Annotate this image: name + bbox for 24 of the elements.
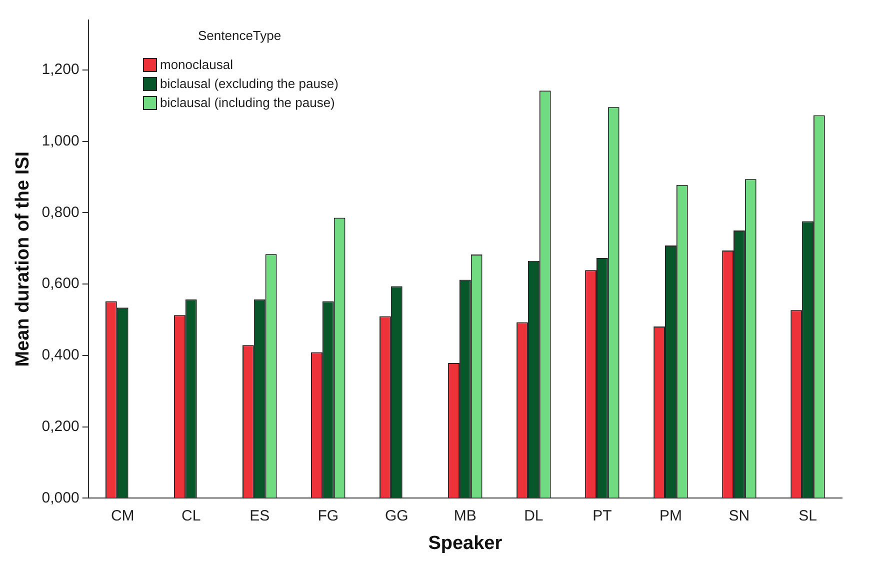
x-tick-label: GG bbox=[384, 507, 408, 524]
y-tick-label: 0,000 bbox=[42, 489, 80, 506]
y-tick-label: 0,400 bbox=[42, 346, 80, 364]
x-tick-label: SL bbox=[798, 507, 817, 524]
legend-label: monoclausal bbox=[160, 57, 233, 72]
legend-title: SentenceType bbox=[198, 28, 282, 43]
x-axis-title: Speaker bbox=[428, 532, 503, 554]
legend-label: biclausal (excluding the pause) bbox=[160, 76, 338, 91]
x-tick-label: SN bbox=[728, 507, 750, 524]
x-tick-label: MB bbox=[454, 507, 476, 524]
x-tick-label: DL bbox=[524, 507, 544, 524]
x-tick-label: CM bbox=[110, 507, 134, 524]
y-tick-label: 0,800 bbox=[42, 204, 80, 221]
x-tick-label: CL bbox=[182, 507, 201, 524]
legend-label: biclausal (including the pause) bbox=[160, 95, 335, 110]
x-tick-label: FG bbox=[318, 507, 339, 524]
x-tick-label: PT bbox=[592, 507, 612, 524]
x-tick-label: ES bbox=[250, 507, 270, 524]
x-tick-label: PM bbox=[659, 507, 682, 524]
y-tick-label: 1,000 bbox=[42, 132, 80, 150]
y-axis-title: Mean duration of the ISI bbox=[12, 151, 34, 367]
y-tick-label: 0,200 bbox=[42, 418, 80, 435]
y-tick-label: 0,600 bbox=[42, 275, 80, 292]
y-tick-label: 1,200 bbox=[42, 61, 80, 78]
